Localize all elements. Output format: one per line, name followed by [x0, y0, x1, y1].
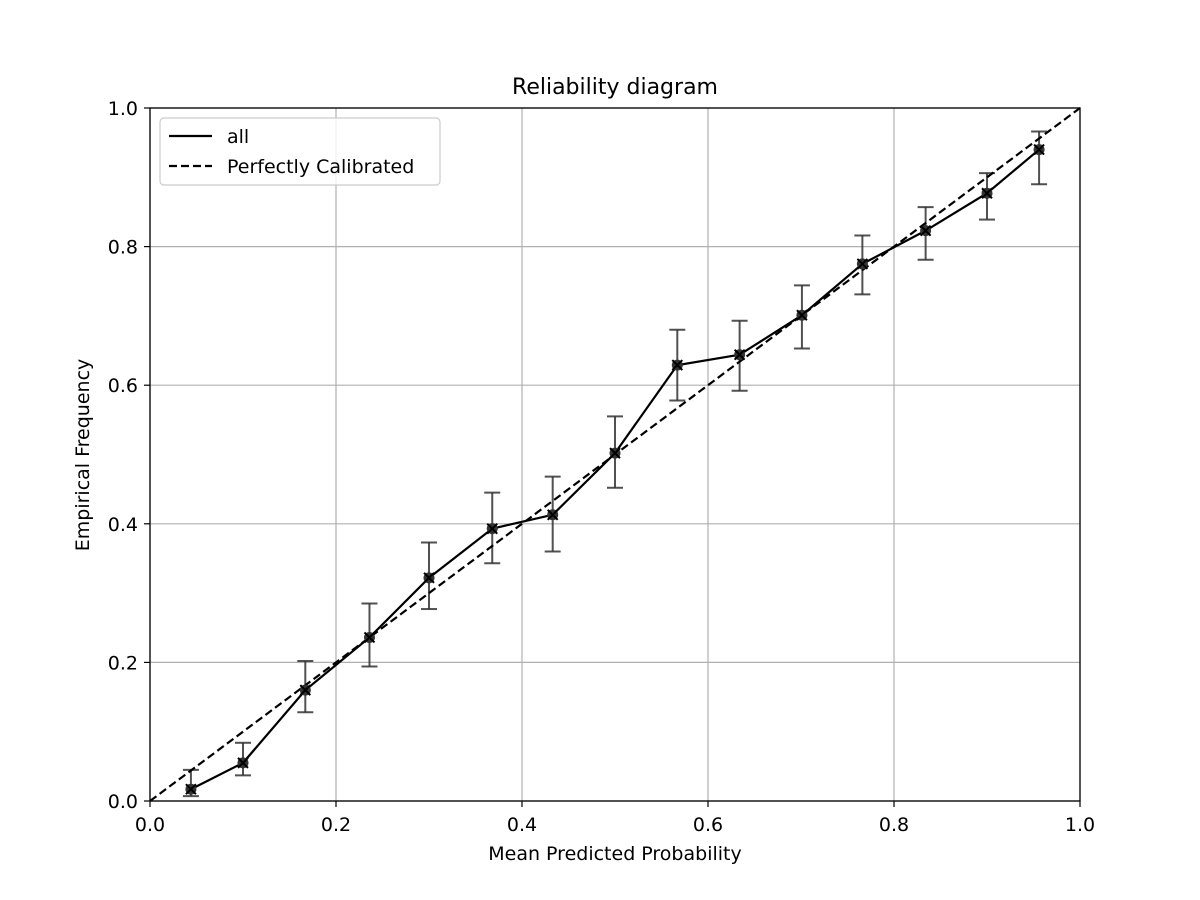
- data-point: [733, 349, 746, 361]
- axes-frame: [149, 107, 1081, 802]
- data-point: [546, 509, 559, 521]
- data-point: [185, 783, 197, 795]
- x-tick-label: 0.6: [693, 814, 723, 836]
- data-point: [486, 522, 498, 535]
- data-point: [1033, 143, 1045, 156]
- y-tick-label: 0.4: [108, 514, 138, 536]
- data-point-cross: [363, 631, 376, 644]
- legend-label-perfectly-calibrated: Perfectly Calibrated: [227, 156, 414, 178]
- data-point: [919, 224, 932, 237]
- data-point-cross: [919, 224, 932, 237]
- data-point: [856, 258, 869, 270]
- plot-area: [149, 107, 1081, 802]
- data-point: [363, 631, 376, 644]
- data-point-cross: [796, 309, 808, 321]
- chart-title: Reliability diagram: [512, 75, 718, 100]
- data-point: [237, 757, 249, 769]
- data-point: [609, 447, 621, 459]
- data-point-cross: [185, 783, 197, 795]
- ticks: 0.0 0.2 0.4 0.6 0.8 1.0 0.0 0.2 0.4 0.6 0.8 1.0: [108, 98, 1095, 836]
- data-point-cross: [423, 572, 435, 584]
- legend-box: [159, 117, 441, 186]
- data-point: [981, 187, 993, 199]
- data-point-cross: [856, 258, 869, 270]
- data-point-cross: [546, 509, 559, 521]
- data-point: [671, 359, 684, 371]
- x-tick-label: 1.0: [1065, 814, 1095, 836]
- legend: all Perfectly Calibrated: [159, 117, 441, 186]
- y-tick-label: 1.0: [108, 98, 138, 120]
- y-tick-label: 0.6: [108, 375, 138, 397]
- y-tick-label: 0.8: [108, 237, 138, 259]
- data-point-cross: [486, 522, 498, 535]
- data-point-cross: [671, 359, 684, 371]
- data-point-cross: [733, 349, 746, 361]
- legend-label-all: all: [227, 126, 249, 148]
- y-tick-label: 0.0: [108, 791, 138, 813]
- data-point: [796, 309, 808, 321]
- data-point: [299, 684, 312, 696]
- data-point: [423, 572, 435, 584]
- data-point-cross: [1033, 143, 1045, 156]
- data-point-cross: [981, 187, 993, 199]
- data-point-cross: [299, 684, 312, 696]
- y-axis-label: Empirical Frequency: [72, 359, 94, 552]
- data-point-cross: [237, 757, 249, 769]
- x-tick-label: 0.8: [879, 814, 909, 836]
- x-tick-label: 0.2: [321, 814, 351, 836]
- x-tick-label: 0.0: [135, 814, 165, 836]
- x-tick-label: 0.4: [507, 814, 537, 836]
- x-axis-label: Mean Predicted Probability: [488, 843, 741, 865]
- y-tick-label: 0.2: [108, 652, 138, 674]
- data-point-cross: [609, 447, 621, 459]
